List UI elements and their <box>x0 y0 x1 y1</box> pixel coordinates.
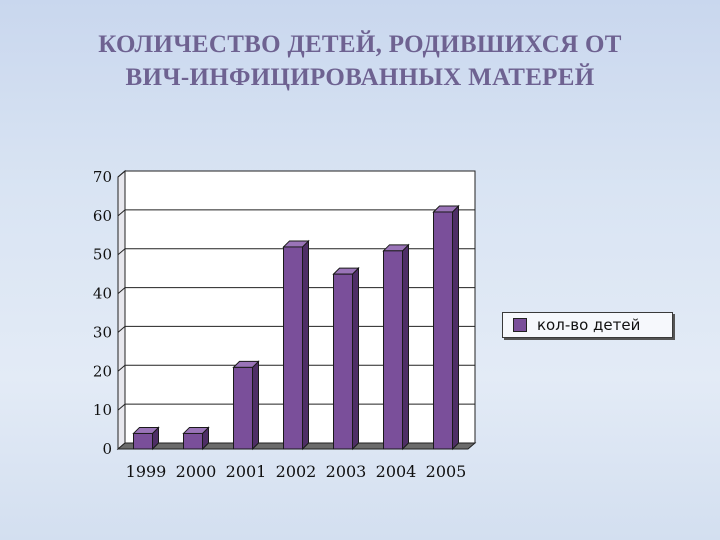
chart-legend: кол-во детей <box>502 312 673 338</box>
grid-line-side <box>117 287 126 294</box>
bar-side <box>402 243 409 451</box>
bar <box>432 204 460 451</box>
y-tick-label: 60 <box>93 207 112 225</box>
y-tick-label: 50 <box>93 246 112 264</box>
bar-side <box>352 266 359 451</box>
y-tick-label: 10 <box>93 401 112 419</box>
x-axis-tick-labels: 1999 2000 2001 2002 2003 2004 2005 <box>126 462 467 481</box>
grid-line-side <box>117 209 126 217</box>
y-tick-label: 70 <box>93 168 112 186</box>
bar-front <box>133 432 153 450</box>
bar <box>232 360 260 451</box>
y-tick-label: 40 <box>93 285 112 303</box>
chart-bars <box>132 204 460 451</box>
bar-front <box>183 432 203 450</box>
chart-title-line-1: КОЛИЧЕСТВО ДЕТЕЙ, РОДИВШИХСЯ ОТ <box>98 31 622 58</box>
x-tick-label: 2002 <box>276 462 317 481</box>
bar-front <box>383 250 403 450</box>
y-tick-label: 20 <box>93 362 112 380</box>
legend-swatch <box>513 318 527 332</box>
bar <box>282 239 310 451</box>
bar-front <box>433 211 453 450</box>
grid-line-side <box>117 326 126 333</box>
y-tick-label: 0 <box>102 440 112 458</box>
grid-line-side <box>117 403 126 411</box>
x-tick-label: 2003 <box>326 462 367 481</box>
bar-front <box>333 273 353 450</box>
bar-side <box>452 204 459 451</box>
grid-line-side <box>117 364 126 372</box>
y-tick-label: 30 <box>93 323 112 341</box>
bar-front <box>233 366 253 450</box>
x-tick-label: 2000 <box>176 462 217 481</box>
x-tick-label: 1999 <box>126 462 167 481</box>
legend-label-series: кол-во детей <box>537 316 641 334</box>
chart-title-line-2: ВИЧ-ИНФИЦИРОВАННЫХ МАТЕРЕЙ <box>125 64 595 91</box>
bar <box>332 266 360 451</box>
x-tick-label: 2004 <box>376 462 417 481</box>
grid-line-side <box>117 248 126 256</box>
bar-side <box>302 239 309 451</box>
grid-line-side <box>117 170 126 178</box>
bar-side <box>252 360 259 451</box>
bar <box>382 243 410 451</box>
y-axis-tick-labels: 0 10 20 30 40 50 60 70 <box>93 168 112 458</box>
chart-title: КОЛИЧЕСТВО ДЕТЕЙ, РОДИВШИХСЯ ОТ ВИЧ-ИНФИ… <box>0 28 720 94</box>
bar <box>132 426 160 451</box>
bar <box>182 426 210 451</box>
x-tick-label: 2001 <box>226 462 267 481</box>
x-tick-label: 2005 <box>426 462 467 481</box>
bar-front <box>283 246 303 450</box>
